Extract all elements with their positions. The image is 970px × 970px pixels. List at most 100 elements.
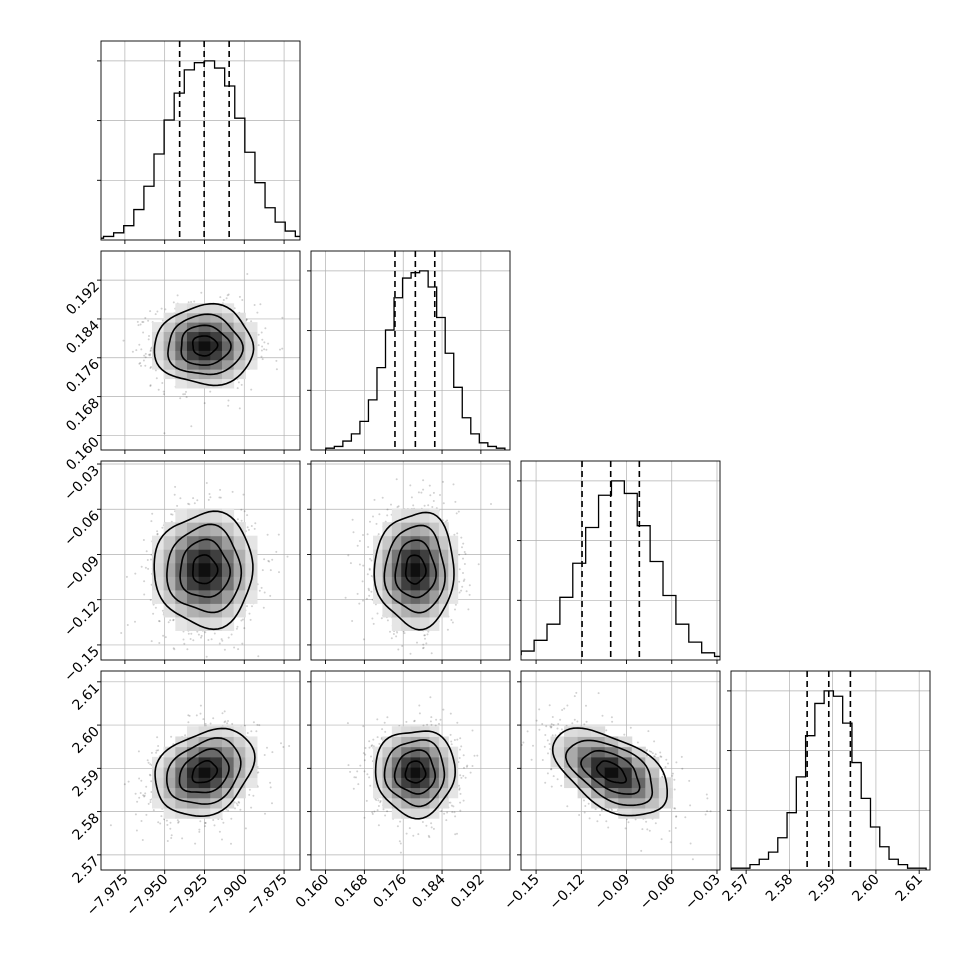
density-cell <box>221 726 235 737</box>
scatter-point <box>199 704 202 707</box>
scatter-point <box>378 513 381 516</box>
scatter-point <box>176 504 179 507</box>
density-cell <box>233 756 246 768</box>
density-cell <box>210 616 223 631</box>
density-cell <box>175 797 188 809</box>
scatter-point <box>390 637 393 640</box>
scatter-point <box>174 485 177 488</box>
density-cell <box>420 508 430 523</box>
scatter-point <box>219 488 222 491</box>
scatter-point <box>264 812 266 815</box>
scatter-point <box>259 303 262 306</box>
scatter-point <box>148 773 151 776</box>
density-cell <box>391 603 402 618</box>
density-cell <box>210 359 223 370</box>
density-cell <box>210 576 223 591</box>
scatter-point <box>381 496 384 499</box>
density-cell <box>410 562 421 577</box>
scatter-point <box>147 802 150 805</box>
scatter-point <box>246 514 249 517</box>
density-cell <box>233 535 246 550</box>
density-cell <box>233 787 246 799</box>
scatter-point <box>417 833 420 836</box>
scatter-point <box>420 491 423 494</box>
scatter-point <box>267 559 270 562</box>
scatter-point <box>257 344 260 347</box>
density-cell <box>198 616 211 631</box>
scatter-point <box>172 301 175 304</box>
scatter-point <box>146 759 149 762</box>
scatter-point <box>138 796 141 799</box>
density-cell <box>429 562 440 577</box>
scatter-point <box>182 638 185 641</box>
scatter-point <box>170 735 173 738</box>
scatter-point <box>149 599 152 601</box>
density-cell <box>233 350 246 361</box>
scatter-point <box>454 500 457 503</box>
scatter-point <box>257 333 260 336</box>
scatter-point <box>246 526 249 529</box>
scatter-point <box>147 761 150 764</box>
scatter-point <box>249 618 252 621</box>
scatter-point <box>231 490 234 493</box>
density-cell <box>420 603 430 618</box>
scatter-point <box>366 573 369 576</box>
scatter-point <box>477 563 480 566</box>
scatter-point <box>275 359 278 362</box>
scatter-point <box>267 342 270 345</box>
scatter-point <box>260 331 263 334</box>
scatter-point <box>205 655 208 658</box>
scatter-point <box>371 617 374 620</box>
scatter-point <box>187 502 190 505</box>
scatter-point <box>150 347 153 350</box>
scatter-point <box>193 502 196 505</box>
scatter-point <box>139 323 142 326</box>
contour-2 <box>166 523 243 614</box>
scatter-point <box>134 572 137 575</box>
scatter-point <box>140 348 143 351</box>
contour-1 <box>179 538 232 598</box>
density-cell <box>373 535 383 550</box>
density-cell <box>175 508 188 523</box>
scatter-point <box>451 621 454 624</box>
density-cell <box>175 331 188 342</box>
scatter-point <box>224 720 227 723</box>
scatter-point <box>247 528 250 531</box>
scatter-point <box>423 634 426 637</box>
scatter-point <box>282 746 285 748</box>
density-cell <box>198 303 211 314</box>
density-cell <box>221 562 235 577</box>
scatter-point <box>403 632 406 635</box>
scatter-point <box>173 493 176 496</box>
scatter-point <box>367 546 370 548</box>
density-cell <box>186 756 200 768</box>
scatter-point <box>204 631 207 634</box>
scatter-point <box>395 478 398 481</box>
density-cell <box>245 777 258 789</box>
density-cell <box>151 340 165 351</box>
scatter-point <box>218 642 221 645</box>
scatter-point <box>155 751 158 754</box>
scatter-point <box>386 810 389 813</box>
scatter-point <box>150 791 153 793</box>
scatter-point <box>152 603 155 606</box>
scatter-point <box>428 484 431 487</box>
scatter-point <box>433 662 435 664</box>
density-cell <box>233 736 246 748</box>
scatter-point <box>432 500 435 502</box>
scatter-point <box>384 520 387 523</box>
density-cell <box>163 797 176 809</box>
scatter-point <box>462 542 465 545</box>
scatter-point <box>242 493 245 496</box>
density-cell <box>163 322 176 333</box>
scatter-point <box>386 514 389 517</box>
scatter-point <box>250 320 253 323</box>
scatter-point <box>461 546 463 549</box>
scatter-point <box>380 617 383 620</box>
scatter-point <box>463 563 466 565</box>
density-cell <box>210 522 223 537</box>
scatter-point <box>365 597 368 600</box>
density-cell <box>210 322 223 333</box>
scatter-point <box>241 618 244 621</box>
scatter-point <box>367 587 370 590</box>
